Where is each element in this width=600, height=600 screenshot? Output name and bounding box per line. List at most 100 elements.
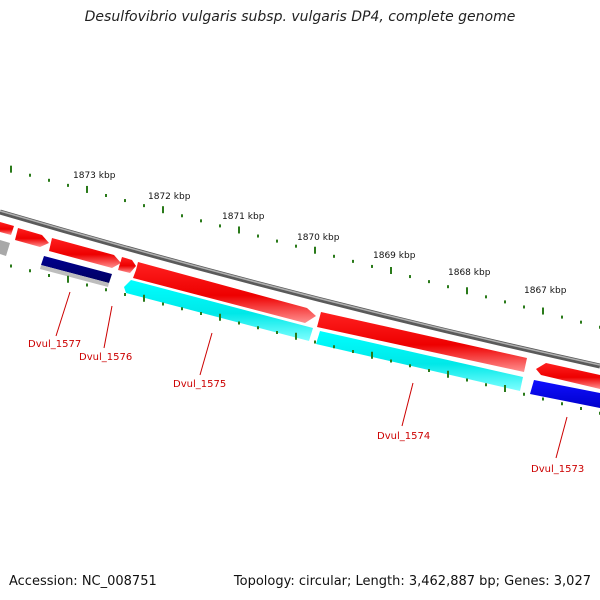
inner-track-minor-tick [314, 340, 316, 344]
outer-track-minor-tick [29, 173, 31, 177]
outer-track-major-tick [314, 246, 316, 254]
outer-track-minor-tick [219, 224, 221, 228]
inner-scale-track [10, 264, 600, 415]
inner-track-minor-tick [485, 383, 487, 387]
outer-track-major-tick [162, 206, 164, 214]
inner-track-minor-tick [409, 364, 411, 368]
outer-track-minor-tick [143, 204, 145, 208]
inner-track-minor-tick [352, 350, 354, 353]
inner-track-minor-tick [10, 264, 12, 268]
outer-track-minor-tick [333, 254, 335, 258]
outer-track-minor-tick [257, 234, 259, 238]
leader-line-1573 [555, 416, 568, 459]
inner-track-minor-tick [200, 312, 202, 315]
inner-track-minor-tick [523, 392, 525, 396]
outer-track-major-tick [466, 287, 468, 295]
leader-line-1574 [401, 382, 414, 427]
outer-track-minor-tick [561, 315, 563, 319]
map-title: Desulfovibrio vulgaris subsp. vulgaris D… [84, 9, 516, 25]
inner-track-minor-tick [542, 397, 544, 401]
accession-label: Accession: NC_008751 [9, 574, 157, 589]
inner-track-minor-tick [86, 283, 88, 287]
outer-track-minor-tick [200, 219, 202, 223]
outer-track-major-tick [10, 165, 12, 173]
outer-track-major-tick [542, 307, 544, 315]
inner-track-minor-tick [105, 288, 107, 292]
inner-track-minor-tick [390, 359, 392, 363]
gene-label-1574[interactable]: Dvul_1574 [377, 431, 430, 442]
leader-line-1575 [199, 332, 213, 376]
gene-reverse-1574[interactable] [316, 331, 523, 391]
gene-reverse-1577[interactable] [41, 256, 112, 283]
gene-forward-4[interactable] [118, 257, 136, 273]
outer-track-minor-tick [295, 244, 297, 248]
gene-forward-2[interactable] [15, 228, 49, 247]
outer-track-minor-tick [447, 285, 449, 289]
outer-track-minor-tick [504, 300, 506, 304]
inner-track-major-tick [67, 275, 69, 283]
inner-track-minor-tick [257, 326, 259, 330]
outer-track-minor-tick [409, 275, 411, 279]
kbp-label-1873: 1873 kbp [73, 171, 116, 181]
outer-track-minor-tick [428, 280, 430, 284]
inner-track-minor-tick [181, 307, 183, 311]
outer-track-major-tick [238, 226, 240, 234]
gene-forward-3[interactable] [49, 238, 121, 268]
inner-track-minor-tick [466, 378, 468, 382]
outer-track-major-tick [390, 267, 392, 274]
outer-track-minor-tick [523, 305, 525, 309]
gene-forward-5[interactable] [133, 262, 316, 323]
gene-reverse-1575[interactable] [124, 280, 313, 341]
gene-label-1577[interactable]: Dvul_1577 [28, 339, 81, 350]
inner-track-minor-tick [580, 407, 582, 410]
gene-label-1576[interactable]: Dvul_1576 [79, 352, 132, 363]
gene-reverse-grey[interactable] [0, 240, 10, 256]
gene-labels: Dvul_1577 Dvul_1576 Dvul_1575 Dvul_1574 … [28, 339, 584, 475]
inner-track-minor-tick [162, 302, 164, 306]
gene-forward-7[interactable] [536, 363, 600, 389]
gene-forward-1[interactable] [0, 222, 14, 235]
outer-track-minor-tick [580, 320, 582, 324]
genome-summary: Topology: circular; Length: 3,462,887 bp… [233, 574, 591, 589]
inner-track-major-tick [371, 351, 373, 359]
outer-track-minor-tick [352, 259, 354, 263]
outer-track-minor-tick [48, 178, 50, 182]
genome-backbone [0, 209, 600, 369]
inner-track-minor-tick [29, 269, 31, 273]
outer-track-minor-tick [485, 295, 487, 299]
inner-track-minor-tick [561, 402, 563, 406]
forward-strand-genes [0, 222, 600, 389]
outer-track-minor-tick [371, 264, 373, 268]
kbp-label-1870: 1870 kbp [297, 233, 340, 243]
reverse-strand-genes [0, 240, 600, 408]
inner-track-major-tick [504, 385, 506, 392]
gene-label-1573[interactable]: Dvul_1573 [531, 464, 584, 475]
inner-track-minor-tick [48, 274, 50, 277]
inner-track-minor-tick [238, 321, 240, 325]
outer-track-minor-tick [105, 194, 107, 197]
inner-track-major-tick [219, 313, 221, 321]
kbp-label-1868: 1868 kbp [448, 268, 491, 278]
outer-track-minor-tick [276, 239, 278, 243]
inner-track-major-tick [295, 332, 297, 340]
gene-leader-lines [55, 291, 568, 459]
inner-track-minor-tick [333, 345, 335, 349]
kbp-label-1871: 1871 kbp [222, 212, 265, 222]
outer-track-major-tick [86, 185, 88, 193]
scale-track [10, 165, 600, 329]
outer-track-minor-tick [181, 214, 183, 218]
gene-reverse-1573[interactable] [530, 380, 600, 408]
leader-line-1576 [103, 305, 113, 349]
gene-reverse-1577-shadow [40, 265, 109, 287]
inner-track-minor-tick [276, 331, 278, 334]
gene-label-1575[interactable]: Dvul_1575 [173, 379, 226, 390]
kbp-label-1869: 1869 kbp [373, 251, 416, 261]
inner-track-major-tick [143, 294, 145, 302]
inner-track-minor-tick [428, 369, 430, 372]
kbp-label-1867: 1867 kbp [524, 286, 567, 296]
kbp-label-1872: 1872 kbp [148, 192, 191, 202]
outer-track-minor-tick [124, 199, 126, 203]
gene-forward-6[interactable] [317, 312, 527, 372]
inner-track-major-tick [447, 370, 449, 378]
